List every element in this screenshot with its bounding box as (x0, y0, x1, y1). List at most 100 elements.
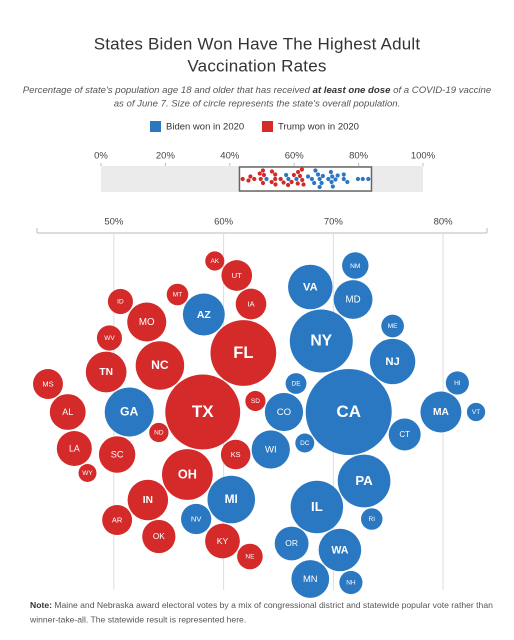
state-bubble: IL (290, 480, 344, 534)
x-tick-label: 60% (214, 217, 234, 228)
bubble-label: NH (346, 580, 356, 587)
state-bubble: DE (285, 373, 307, 394)
bubble (388, 418, 421, 451)
state-bubble: WY (78, 464, 97, 482)
bubble (102, 505, 133, 535)
overview-dot (248, 174, 253, 179)
overview-dot (295, 169, 301, 175)
overview-dot (260, 180, 266, 186)
state-bubble: AR (102, 505, 133, 535)
subtitle: Percentage of state's population age 18 … (23, 85, 491, 96)
bubble-label: WI (265, 445, 277, 456)
state-bubble: MO (127, 302, 167, 342)
bubble-label: TN (99, 367, 113, 378)
state-bubble: WV (96, 325, 123, 351)
state-bubble: IA (235, 288, 267, 320)
chart-title: Vaccination Rates (187, 56, 326, 75)
state-bubble: WI (251, 430, 290, 469)
state-bubble: NH (339, 570, 363, 595)
overview-dot (246, 178, 251, 183)
state-bubble: MN (291, 560, 330, 598)
bubble-label: AZ (197, 310, 212, 321)
bubble (420, 391, 462, 433)
state-bubble: TN (85, 351, 127, 393)
x-tick-label: 50% (104, 217, 124, 228)
bubble (251, 430, 290, 469)
bubble-label: ME (388, 323, 398, 330)
bubble-label: MO (139, 317, 155, 328)
overview-dot (341, 176, 346, 182)
bubble-label: IA (247, 300, 255, 309)
overview-dot (341, 172, 346, 177)
state-bubble: VA (288, 264, 333, 310)
bubble-label: WV (104, 335, 115, 342)
overview-dot (312, 180, 317, 186)
overview-dot (257, 171, 262, 176)
bubble (274, 526, 309, 561)
bubble (205, 523, 240, 559)
bubble (142, 519, 176, 554)
overview-dot (273, 176, 278, 182)
bubble (220, 439, 251, 470)
overview-dot (252, 176, 257, 182)
bubble (210, 320, 277, 386)
overview-dot (294, 176, 299, 182)
state-bubble: OR (274, 526, 309, 561)
bubble (318, 528, 362, 572)
bubble-label: CA (336, 402, 361, 421)
bubble (85, 351, 127, 393)
overview-dot (317, 176, 322, 182)
state-bubble: ND (149, 422, 169, 443)
overview-dot (299, 167, 305, 172)
bubble-label: HI (454, 380, 461, 387)
bubble (290, 480, 344, 534)
bubble-label: WY (82, 470, 93, 477)
bubble (339, 570, 363, 595)
bubble (245, 390, 266, 412)
overview-dot (326, 176, 331, 182)
bubble-label: DE (292, 381, 302, 388)
state-bubble: NE (237, 543, 263, 570)
state-bubble: TX (165, 374, 241, 450)
overview-tick-label: 60% (285, 151, 305, 162)
overview-dot (273, 172, 278, 177)
overview-dot (295, 181, 300, 186)
bubble (182, 293, 225, 336)
bubble (78, 464, 97, 482)
bubble (149, 422, 169, 443)
bubble (181, 503, 212, 535)
bubble (360, 508, 383, 530)
bubble (333, 280, 373, 319)
overview-dot (305, 174, 311, 179)
note-label: Note: (30, 600, 52, 610)
state-bubble: VT (466, 402, 486, 422)
bubble (98, 436, 136, 473)
bubble (289, 309, 353, 373)
overview-dot (309, 176, 315, 182)
overview-dot (273, 182, 278, 187)
bubble (165, 374, 241, 450)
bubble-label: NC (151, 358, 169, 372)
bubble-label: UT (232, 271, 243, 280)
bubble (237, 543, 263, 570)
bubble-label: NV (191, 515, 202, 524)
bubble (337, 454, 391, 508)
bubble-label: KY (217, 536, 229, 546)
overview-dot (329, 179, 334, 185)
bubble (49, 394, 86, 430)
state-bubble: KS (220, 439, 251, 470)
bubble-label: FL (233, 344, 253, 362)
bubble-label: RI (369, 516, 376, 523)
state-bubble: ME (381, 314, 404, 338)
bubble (445, 371, 469, 395)
legend-swatch (262, 121, 273, 132)
state-bubble: MI (207, 475, 256, 524)
bubble-label: IN (143, 495, 153, 506)
bubble-label: VA (303, 281, 318, 293)
bubble-label: SD (251, 398, 260, 405)
state-bubble: LA (56, 430, 92, 467)
bubble (207, 475, 256, 524)
state-bubble: OK (142, 519, 176, 554)
bubble-label: SC (111, 449, 124, 459)
